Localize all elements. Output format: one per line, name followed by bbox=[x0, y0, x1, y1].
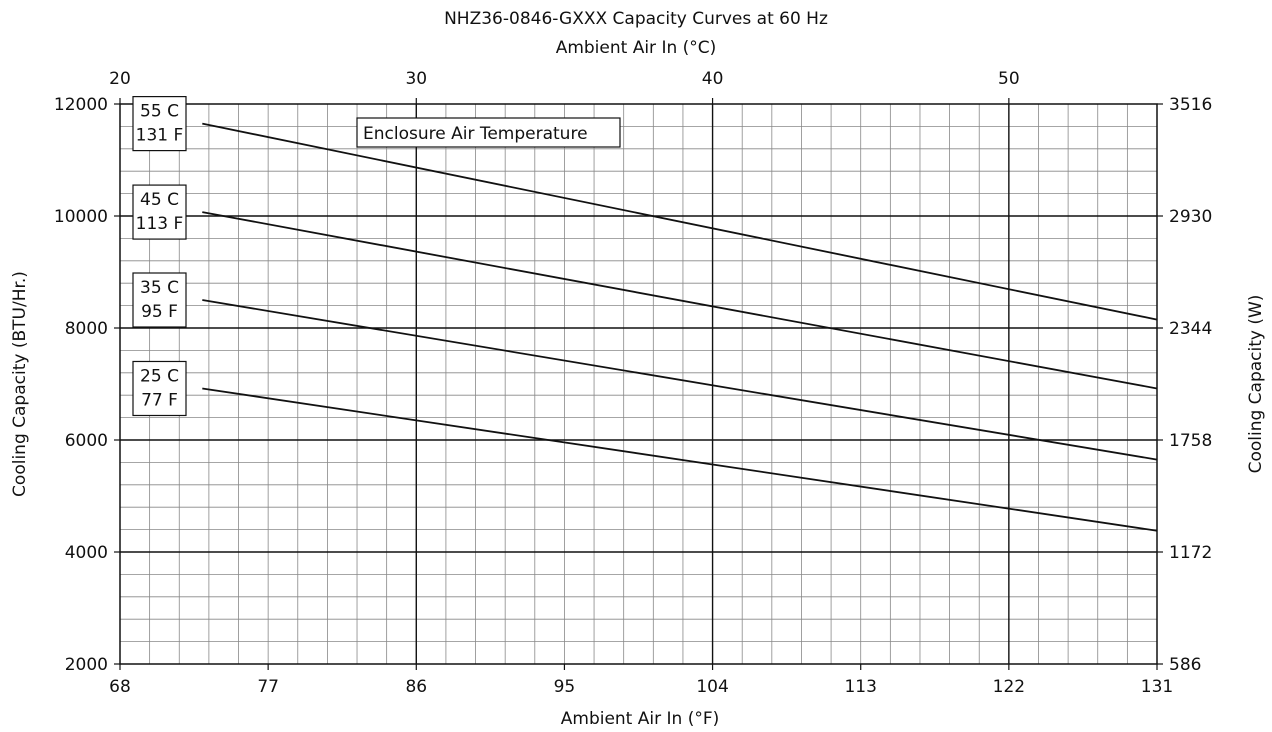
y-axis-title: Cooling Capacity (BTU/Hr.) bbox=[10, 271, 30, 497]
series-label-boxes: 55 C 131 F 45 C 113 F 35 C 95 F 25 C 77 F bbox=[132, 95, 187, 417]
series-line bbox=[202, 387, 1158, 532]
right-tick-label: 586 bbox=[1169, 655, 1201, 675]
x-tick-label: 68 bbox=[109, 677, 131, 697]
y-tick-label: 8000 bbox=[65, 319, 108, 339]
series-label-box bbox=[132, 360, 187, 417]
top-tick-label: 40 bbox=[702, 69, 724, 89]
series-label-box bbox=[132, 95, 187, 152]
x-tick-label: 131 bbox=[1141, 677, 1173, 697]
x-tick-label: 104 bbox=[696, 677, 728, 697]
minor-grid bbox=[120, 104, 1157, 664]
series-label-text: 45 C bbox=[140, 190, 179, 210]
plot-frame bbox=[119, 103, 1158, 665]
y-tick-label: 2000 bbox=[65, 655, 108, 675]
top-axis-title: Ambient Air In (°C) bbox=[556, 38, 717, 58]
series-label-text: 55 C bbox=[140, 102, 179, 122]
right-tick-label: 2344 bbox=[1169, 319, 1212, 339]
x-tick-label: 86 bbox=[405, 677, 427, 697]
series-label-text: 95 F bbox=[141, 302, 178, 322]
series-label-text: 77 F bbox=[141, 390, 178, 410]
right-tick-label: 3516 bbox=[1169, 95, 1212, 115]
right-y-axis-title: Cooling Capacity (W) bbox=[1246, 295, 1266, 474]
x-tick-label: 113 bbox=[844, 677, 876, 697]
series-line bbox=[202, 211, 1158, 390]
top-tick-label: 30 bbox=[405, 69, 427, 89]
right-tick-label: 1172 bbox=[1169, 543, 1212, 563]
y-tick-label: 12000 bbox=[54, 95, 108, 115]
x-axis-title: Ambient Air In (°F) bbox=[561, 709, 720, 729]
y-tick-label: 6000 bbox=[65, 431, 108, 451]
top-tick-label: 50 bbox=[998, 69, 1020, 89]
series-lines bbox=[202, 122, 1158, 532]
series-label-text: 113 F bbox=[136, 214, 184, 234]
y-tick-label: 10000 bbox=[54, 207, 108, 227]
series-label-box bbox=[132, 184, 187, 240]
right-tick-label: 2930 bbox=[1169, 207, 1212, 227]
tick-labels: 68 77 86 95 104 113 122 131 20 30 40 50 2000 4000 6000… bbox=[54, 69, 1212, 697]
right-tick-label: 1758 bbox=[1169, 431, 1212, 451]
series-label-text: 25 C bbox=[140, 366, 179, 386]
series-label-text: 35 C bbox=[140, 278, 179, 298]
chart-title: NHZ36-0846-GXXX Capacity Curves at 60 Hz bbox=[444, 9, 828, 29]
annotation-text: Enclosure Air Temperature bbox=[363, 124, 588, 144]
x-tick-label: 77 bbox=[257, 677, 279, 697]
top-tick-label: 20 bbox=[109, 69, 131, 89]
series-line bbox=[202, 122, 1158, 321]
y-tick-label: 4000 bbox=[65, 543, 108, 563]
series-label-box bbox=[132, 272, 187, 328]
major-grid bbox=[120, 104, 1157, 664]
annotation-box bbox=[356, 117, 621, 148]
x-tick-label: 95 bbox=[554, 677, 576, 697]
x-tick-label: 122 bbox=[993, 677, 1025, 697]
series-label-text: 131 F bbox=[136, 126, 184, 146]
series-line bbox=[202, 299, 1158, 461]
